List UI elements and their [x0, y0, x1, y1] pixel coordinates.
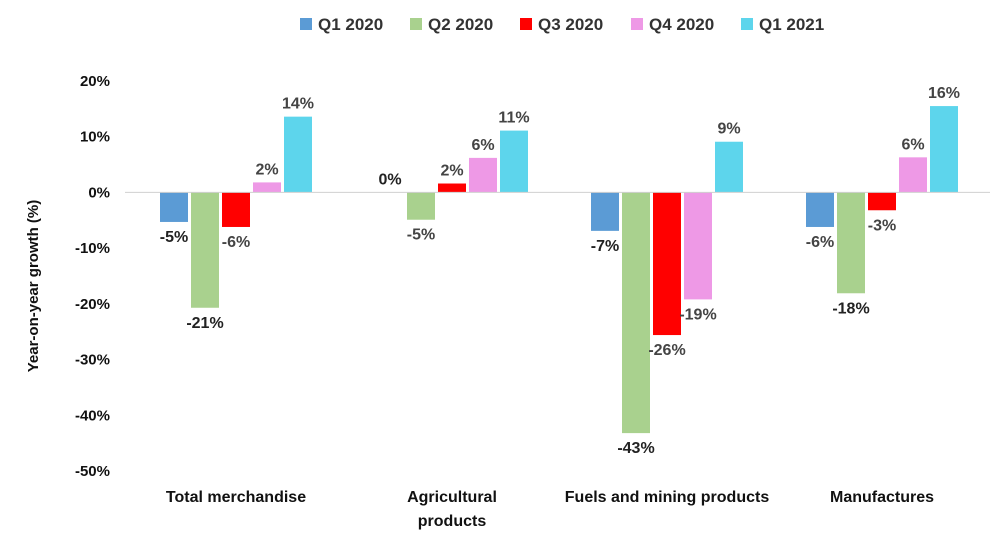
data-labels: -5% 0% -7% -6% -21% -5% -43% -18% -6% 2% -26% -3% 2%… [160, 85, 960, 457]
y-tick-label: -30% [75, 352, 110, 369]
y-tick-label: -40% [75, 407, 110, 424]
legend-swatch [520, 18, 532, 30]
category-label: Total merchandise [166, 489, 306, 506]
bar [715, 141, 743, 193]
bar [407, 192, 435, 220]
category-label: Manufactures [830, 489, 934, 506]
y-tick-label: 0% [88, 184, 110, 201]
data-label: 2% [440, 163, 463, 180]
category-label: Fuels and mining products [565, 489, 770, 506]
bar [653, 192, 681, 336]
data-label: -6% [806, 234, 834, 251]
data-label: 14% [282, 96, 314, 113]
data-label: -5% [160, 229, 188, 246]
data-label: 6% [901, 136, 924, 153]
legend-label: Q2 2020 [428, 15, 493, 34]
data-label: -26% [648, 342, 685, 359]
y-tick-label: -10% [75, 240, 110, 257]
bar [591, 192, 619, 231]
data-label: -43% [617, 440, 654, 457]
bar [191, 192, 219, 308]
data-label: -18% [832, 300, 869, 317]
y-tick-label: -50% [75, 463, 110, 480]
legend-swatch [410, 18, 422, 30]
bars [160, 106, 958, 434]
data-label: -3% [868, 217, 896, 234]
legend-label: Q3 2020 [538, 15, 603, 34]
legend-swatch [741, 18, 753, 30]
legend-label: Q4 2020 [649, 15, 714, 34]
bar [160, 192, 188, 222]
data-label: 9% [717, 121, 740, 138]
bar [500, 130, 528, 193]
bar [284, 116, 312, 193]
bar [684, 192, 712, 300]
data-label: -21% [186, 315, 223, 332]
legend-swatch [300, 18, 312, 30]
data-label: -5% [407, 227, 435, 244]
bar [253, 182, 281, 193]
y-axis: 20% 10% 0% -10% -20% -30% -40% -50% [75, 73, 110, 480]
legend-label: Q1 2021 [759, 15, 824, 34]
legend: Q1 2020 Q2 2020 Q3 2020 Q4 2020 Q1 2021 [300, 15, 824, 34]
data-label: -7% [591, 238, 619, 255]
category-labels: Total merchandise Agricultural products Fue… [166, 489, 934, 530]
y-tick-label: 20% [80, 73, 110, 90]
bar [930, 106, 958, 193]
bar [806, 192, 834, 227]
legend-label: Q1 2020 [318, 15, 383, 34]
y-tick-label: -20% [75, 296, 110, 313]
bar [469, 157, 497, 193]
bar [622, 192, 650, 434]
data-label: 16% [928, 85, 960, 102]
category-label: Agricultural products [407, 489, 497, 530]
data-label: 6% [471, 137, 494, 154]
bar [899, 157, 927, 193]
data-label: -6% [222, 234, 250, 251]
data-label: 2% [255, 161, 278, 178]
bar [868, 192, 896, 211]
data-label: -19% [679, 306, 716, 323]
bar [837, 192, 865, 294]
bar [222, 192, 250, 227]
y-tick-label: 10% [80, 129, 110, 146]
data-label: 11% [498, 110, 529, 127]
legend-swatch [631, 18, 643, 30]
data-label: 0% [378, 171, 401, 188]
bar [438, 183, 466, 193]
y-axis-title: Year-on-year growth (%) [25, 200, 42, 373]
